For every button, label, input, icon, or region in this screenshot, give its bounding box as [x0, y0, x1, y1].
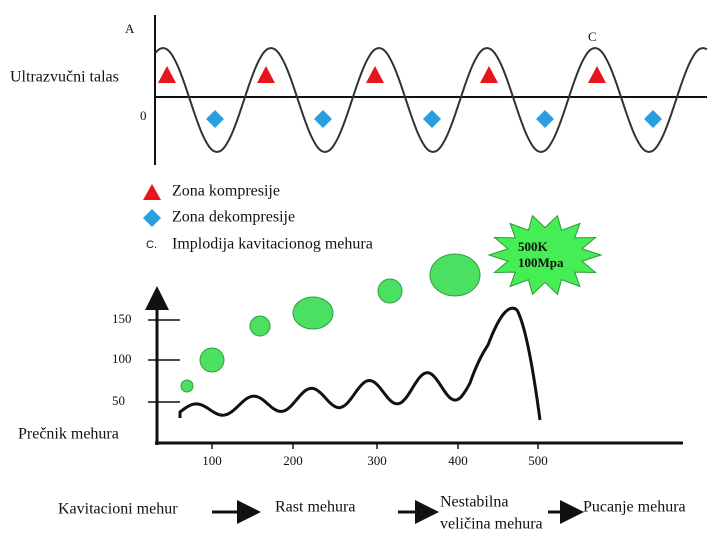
triangle	[257, 66, 275, 83]
bubble	[429, 253, 481, 297]
x-tick-label: 300	[367, 453, 387, 468]
triangle	[588, 66, 606, 83]
x-tick-label: 500	[528, 453, 548, 468]
plot-ticks: 150 100 50 100 200 300 400 500	[112, 311, 548, 468]
flow-step: Pucanje mehura	[583, 499, 686, 516]
burst-text: 100Mpa	[518, 255, 564, 270]
bubbles	[180, 253, 481, 393]
diameter-curve	[178, 306, 542, 421]
legend-marker: C.	[146, 239, 157, 251]
ultrasound-wave	[154, 46, 708, 154]
decompression-markers	[206, 110, 662, 128]
legend-triangle	[143, 184, 161, 200]
flow-step: Kavitacioni mehur	[58, 501, 178, 518]
flow-step: veličina mehura	[440, 516, 543, 533]
flow-step: Nestabilna	[440, 494, 508, 511]
x-tick-label: 100	[202, 453, 222, 468]
x-tick-label: 400	[448, 453, 468, 468]
label-a: A	[125, 21, 135, 36]
diamond	[644, 110, 662, 128]
y-tick-label: 50	[112, 393, 125, 408]
flow-step: Rast mehura	[275, 499, 355, 516]
legend-text: Implodija kavitacionog mehura	[172, 236, 373, 253]
triangle	[158, 66, 176, 83]
y-tick-label: 150	[112, 311, 132, 326]
x-tick-label: 200	[283, 453, 303, 468]
diamond	[536, 110, 554, 128]
bubble	[180, 379, 194, 393]
y-axis-label: Prečnik mehura	[18, 426, 119, 443]
bubble	[292, 296, 334, 330]
diamond	[314, 110, 332, 128]
bubble	[377, 278, 403, 304]
label-c: C	[588, 29, 597, 44]
wave-title: Ultrazvučni talas	[10, 69, 119, 86]
burst-text: 500K	[518, 239, 549, 254]
legend-text: Zona kompresije	[172, 183, 280, 200]
diamond	[423, 110, 441, 128]
diamond	[206, 110, 224, 128]
legend-text: Zona dekompresije	[172, 209, 295, 226]
label-zero: 0	[140, 108, 147, 123]
bubble	[199, 347, 225, 373]
bubble	[249, 315, 271, 337]
y-tick-label: 100	[112, 351, 132, 366]
compression-markers	[158, 66, 606, 83]
legend-diamond	[143, 209, 161, 227]
triangle	[480, 66, 498, 83]
burst	[487, 214, 603, 296]
triangle	[366, 66, 384, 83]
